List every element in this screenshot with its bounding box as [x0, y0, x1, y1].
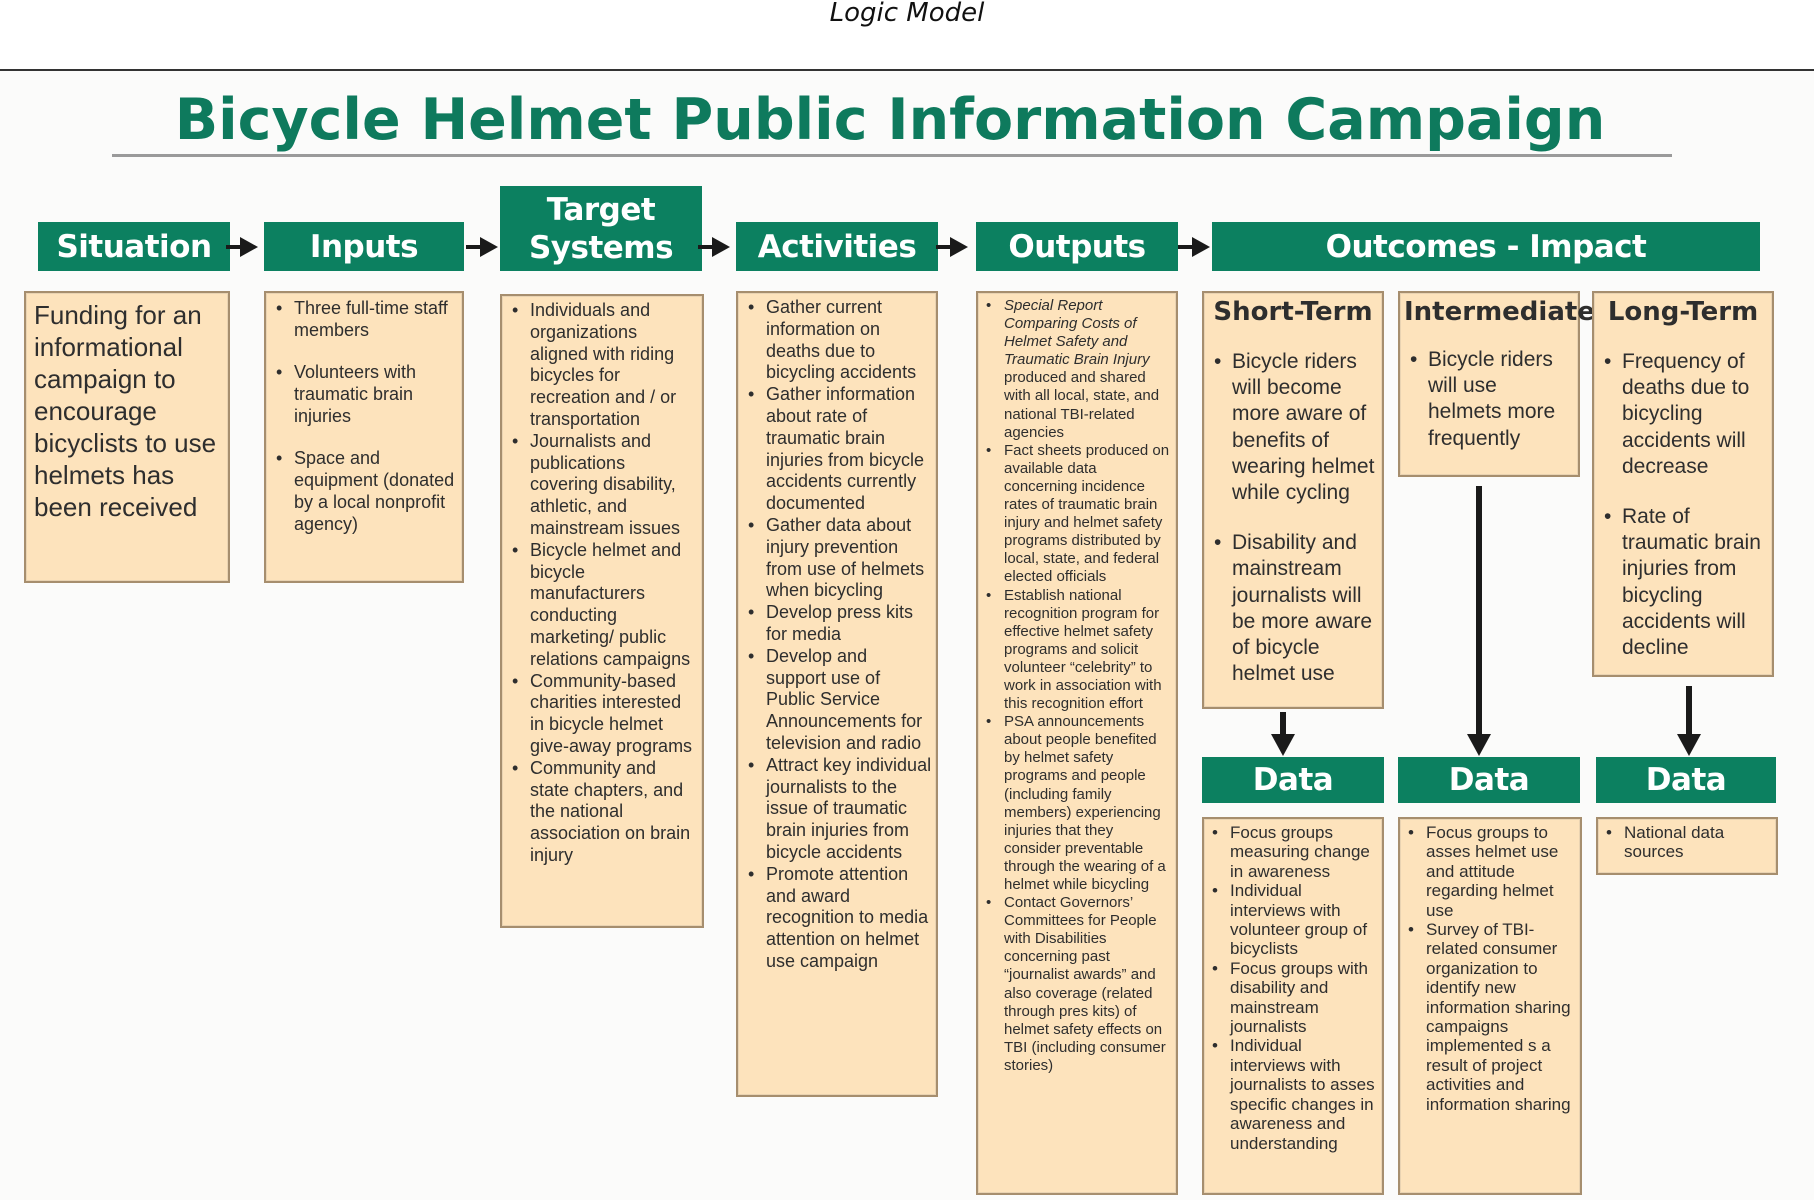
arrow-short-term-shaft	[1280, 712, 1286, 738]
outputs-item: Establish national recognition program f…	[980, 587, 1172, 714]
target-systems-box: Individuals and organizations aligned wi…	[500, 294, 704, 928]
activities-item: Gather data about injury prevention from…	[742, 515, 932, 602]
header-outcomes-label: Outcomes - Impact	[1325, 228, 1647, 265]
activities-item: Attract key individual journalists to th…	[742, 755, 932, 864]
header-target-line2: Systems	[528, 229, 674, 266]
inputs-item: Volunteers with traumatic brain injuries	[270, 361, 456, 427]
intermediate-list: Bicycle riders will use helmets more fre…	[1404, 347, 1574, 452]
activities-list: Gather current information on deaths due…	[742, 297, 932, 973]
short-term-item: Bicycle riders will become more aware of…	[1208, 349, 1378, 506]
data-long-term-item: National data sources	[1600, 823, 1772, 862]
inputs-item: Three full-time staff members	[270, 297, 456, 341]
long-term-item: Frequency of deaths due to bicycling acc…	[1598, 349, 1768, 480]
inputs-box: Three full-time staff members Volunteers…	[264, 291, 464, 583]
outputs-report-text: produced and shared with all local, stat…	[1004, 369, 1160, 441]
long-term-list: Frequency of deaths due to bicycling acc…	[1598, 349, 1768, 661]
inputs-list: Three full-time staff members Volunteers…	[270, 297, 456, 535]
data-intermediate-box: Focus groups to asses helmet use and att…	[1398, 817, 1582, 1195]
long-term-title: Long-Term	[1607, 297, 1759, 327]
intermediate-box: Intermediate Bicycle riders will use hel…	[1398, 291, 1595, 477]
arrow-intermediate-to-data	[1467, 734, 1491, 756]
intermediate-title: Intermediate	[1404, 297, 1595, 327]
outputs-item: Special Report Comparing Costs of Helmet…	[980, 297, 1172, 442]
data-label: Data	[1448, 762, 1530, 798]
arrow-long-term-shaft	[1686, 686, 1692, 738]
title-underline	[112, 154, 1672, 157]
header-target-line1: Target	[546, 191, 656, 228]
activities-item: Promote attention and award recognition …	[742, 864, 932, 973]
activities-box: Gather current information on deaths due…	[736, 291, 938, 1097]
data-short-term-item: Individual interviews with journalists t…	[1206, 1036, 1378, 1152]
activities-item: Develop press kits for media	[742, 602, 932, 646]
data-short-term-box: Focus groups measuring change in awarene…	[1202, 817, 1384, 1195]
situation-text: Funding for an informational campaign to…	[34, 300, 217, 522]
activities-item: Gather information about rate of traumat…	[742, 384, 932, 515]
data-intermediate-list: Focus groups to asses helmet use and att…	[1402, 823, 1576, 1114]
header-target-systems: Target Systems	[500, 186, 702, 271]
arrow-long-term-to-data	[1677, 734, 1701, 756]
long-term-box: Long-Term Frequency of deaths due to bic…	[1592, 291, 1774, 677]
outputs-box: Special Report Comparing Costs of Helmet…	[976, 291, 1178, 1195]
data-label: Data	[1252, 762, 1334, 798]
header-activities-label: Activities	[757, 228, 917, 265]
data-short-term-item: Individual interviews with volunteer gro…	[1206, 881, 1378, 959]
header-activities: Activities	[736, 222, 938, 271]
data-header-long-term: Data	[1596, 757, 1776, 803]
inputs-item: Space and equipment (donated by a local …	[270, 447, 456, 535]
data-short-term-item: Focus groups with disability and mainstr…	[1206, 959, 1378, 1037]
data-long-term-box: National data sources	[1596, 817, 1778, 875]
arrow-situation-to-inputs	[226, 237, 258, 257]
diagram-title: Bicycle Helmet Public Information Campai…	[174, 87, 1606, 153]
header-outputs: Outputs	[976, 222, 1178, 271]
target-systems-item: Community and state chapters, and the na…	[506, 758, 698, 867]
data-intermediate-item: Survey of TBI-related consumer organizat…	[1402, 920, 1576, 1114]
data-intermediate-item: Focus groups to asses helmet use and att…	[1402, 823, 1576, 920]
arrow-activities-to-outputs	[936, 237, 968, 257]
short-term-box: Short-Term Bicycle riders will become mo…	[1202, 291, 1384, 709]
outputs-item: PSA announcements about people benefited…	[980, 713, 1172, 894]
header-inputs: Inputs	[264, 222, 464, 271]
activities-item: Gather current information on deaths due…	[742, 297, 932, 384]
outputs-list: Special Report Comparing Costs of Helmet…	[980, 297, 1172, 1075]
arrow-short-term-to-data	[1271, 734, 1295, 756]
arrow-target-to-activities	[698, 237, 730, 257]
data-short-term-list: Focus groups measuring change in awarene…	[1206, 823, 1378, 1153]
arrow-intermediate-shaft	[1476, 486, 1482, 738]
outputs-report-title: Special Report Comparing Costs of Helmet…	[1004, 297, 1150, 369]
short-term-title: Short-Term	[1213, 297, 1373, 327]
situation-box: Funding for an informational campaign to…	[24, 291, 230, 583]
data-header-intermediate: Data	[1398, 757, 1580, 803]
long-term-item: Rate of traumatic brain injuries from bi…	[1598, 504, 1768, 661]
activities-item: Develop and support use of Public Servic…	[742, 646, 932, 755]
data-label: Data	[1645, 762, 1727, 798]
top-divider	[0, 69, 1814, 71]
short-term-list: Bicycle riders will become more aware of…	[1208, 349, 1378, 687]
intermediate-item: Bicycle riders will use helmets more fre…	[1404, 347, 1574, 452]
outputs-item: Fact sheets produced on available data c…	[980, 442, 1172, 587]
arrow-outputs-to-outcomes	[1178, 237, 1210, 257]
target-systems-item: Community-based charities interested in …	[506, 671, 698, 758]
target-systems-item: Journalists and publications covering di…	[506, 431, 698, 540]
header-outputs-label: Outputs	[1008, 228, 1146, 265]
target-systems-item: Bicycle helmet and bicycle manufacturers…	[506, 540, 698, 671]
header-inputs-label: Inputs	[309, 228, 419, 265]
outputs-item: Contact Governors’ Committees for People…	[980, 894, 1172, 1075]
short-term-item: Disability and mainstream journalists wi…	[1208, 530, 1378, 687]
arrow-inputs-to-target	[466, 237, 498, 257]
header-situation: Situation	[38, 222, 230, 271]
data-short-term-item: Focus groups measuring change in awarene…	[1206, 823, 1378, 881]
target-systems-item: Individuals and organizations aligned wi…	[506, 300, 698, 431]
page-caption: Logic Model	[829, 0, 985, 28]
data-header-short-term: Data	[1202, 757, 1384, 803]
target-systems-list: Individuals and organizations aligned wi…	[506, 300, 698, 867]
header-situation-label: Situation	[56, 228, 212, 265]
data-long-term-list: National data sources	[1600, 823, 1772, 862]
header-outcomes-impact: Outcomes - Impact	[1212, 222, 1760, 271]
